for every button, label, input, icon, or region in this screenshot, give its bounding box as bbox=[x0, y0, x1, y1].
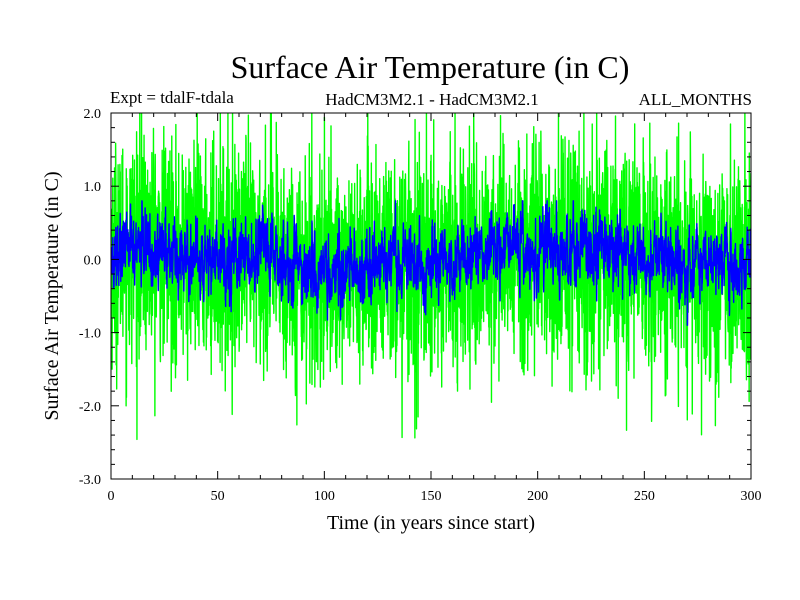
series-line-blue bbox=[111, 200, 751, 326]
x-tick-label: 0 bbox=[108, 489, 115, 504]
y-axis: -3.0 -2.0 -1.0 0.0 1.0 2.0 bbox=[79, 107, 751, 488]
annotation-left: Expt = tdalF-tdala bbox=[110, 88, 234, 107]
annotation-center: HadCM3M2.1 - HadCM3M2.1 bbox=[325, 90, 538, 109]
x-axis: 0 50 100 150 200 250 300 bbox=[108, 113, 762, 504]
y-axis-label: Surface Air Temperature (in C) bbox=[41, 171, 63, 420]
y-tick-label: 2.0 bbox=[84, 107, 102, 122]
y-tick-label: 0.0 bbox=[84, 253, 102, 268]
x-axis-label: Time (in years since start) bbox=[327, 512, 535, 534]
x-tick-label: 100 bbox=[314, 489, 335, 504]
annotation-right: ALL_MONTHS bbox=[639, 90, 752, 109]
series-line-green bbox=[111, 113, 751, 441]
plot-area bbox=[111, 113, 751, 441]
chart-title: Surface Air Temperature (in C) bbox=[231, 49, 630, 85]
x-tick-label: 200 bbox=[527, 489, 548, 504]
y-tick-label: 1.0 bbox=[84, 180, 102, 195]
x-tick-label: 50 bbox=[211, 489, 225, 504]
y-tick-label: -1.0 bbox=[79, 327, 101, 342]
y-tick-label: -2.0 bbox=[79, 400, 101, 415]
x-tick-label: 150 bbox=[421, 489, 442, 504]
x-tick-label: 300 bbox=[741, 489, 762, 504]
y-tick-label: -3.0 bbox=[79, 473, 101, 488]
x-tick-label: 250 bbox=[634, 489, 655, 504]
